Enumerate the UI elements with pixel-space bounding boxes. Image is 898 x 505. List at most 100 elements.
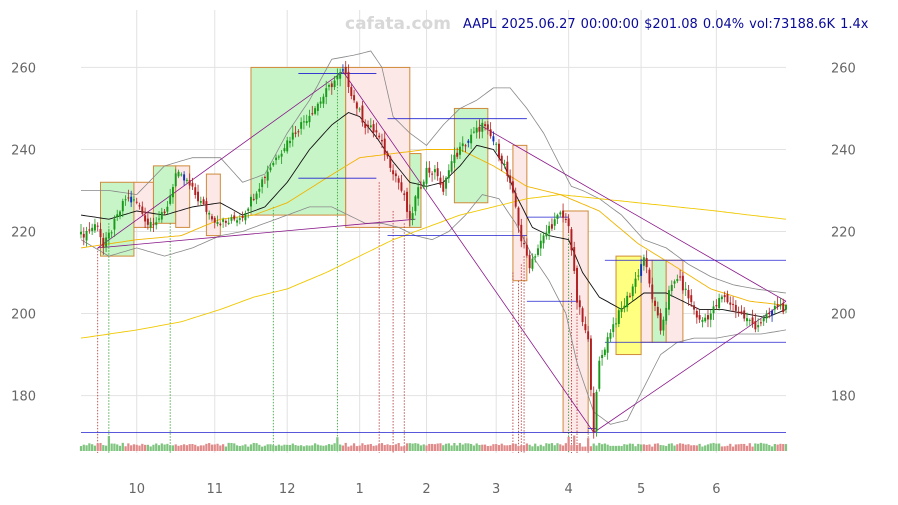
volume-bar: [570, 445, 573, 451]
y-tick-label: 240: [11, 143, 36, 158]
volume-bar: [439, 443, 442, 451]
candle-body: [592, 392, 595, 433]
volume-bar: [692, 445, 696, 451]
candle-body: [280, 153, 283, 157]
candle-body: [525, 244, 528, 256]
candle-body: [344, 66, 347, 74]
volume-bar: [701, 446, 704, 451]
candle-body: [667, 290, 670, 310]
volume-bar: [143, 444, 147, 451]
candle-body: [116, 214, 119, 217]
volume-bar: [378, 443, 381, 451]
candle-body: [743, 310, 746, 319]
signal-lines: [97, 83, 589, 453]
volume-bar: [584, 446, 587, 451]
candle-body: [620, 308, 623, 312]
volume-bar: [639, 444, 643, 451]
candle-body: [291, 132, 294, 140]
candle-body: [442, 182, 445, 192]
volume-bar: [428, 443, 431, 451]
candle-body: [319, 101, 322, 104]
candle-body: [776, 304, 779, 307]
y-tick-label: 200: [831, 308, 856, 323]
volume-bar: [163, 444, 166, 451]
volume-bar: [470, 443, 473, 451]
volume-bar: [124, 446, 127, 451]
volume-bar: [770, 446, 774, 451]
volume-bar: [347, 446, 350, 451]
candle-body: [91, 227, 94, 232]
candle-body: [110, 232, 113, 234]
volume-bar: [344, 442, 347, 451]
volume-bar: [417, 443, 420, 451]
volume-bar: [500, 443, 503, 451]
candle-body: [615, 323, 617, 325]
candle-body: [386, 152, 389, 157]
volume-bar: [575, 444, 579, 451]
volume-bar: [141, 443, 144, 451]
volume-bar: [88, 443, 91, 451]
volume-bar: [233, 443, 236, 451]
candle-body: [258, 188, 261, 192]
candle-body: [651, 284, 654, 300]
candle-body: [144, 215, 147, 222]
candle-body: [160, 212, 163, 220]
volume-bar: [712, 442, 715, 451]
volume-bar: [227, 442, 230, 451]
volume-bar: [202, 445, 205, 451]
candle-body: [553, 219, 556, 226]
volume-bar: [104, 445, 108, 451]
zone-up: [250, 66, 347, 216]
volume-bar: [653, 443, 657, 451]
volume-bar: [704, 445, 707, 451]
candle-body: [121, 200, 124, 212]
candle-body: [537, 248, 539, 255]
candle-body: [124, 199, 127, 201]
candle-body: [587, 331, 590, 340]
x-tick-label: 11: [206, 482, 223, 497]
candle-body: [598, 360, 601, 389]
symbol-label: AAPL: [463, 17, 497, 32]
volume-bar: [389, 445, 392, 451]
candle-body: [470, 134, 473, 144]
watermark: cafata.com: [345, 14, 451, 34]
candle-body: [107, 232, 110, 239]
volume-bar: [155, 443, 158, 451]
volume-bar: [464, 443, 467, 451]
candle-body: [578, 300, 581, 308]
candle-body: [216, 222, 219, 224]
volume-bar: [269, 444, 272, 451]
x-tick-label: 1: [356, 482, 364, 497]
volume-bar: [759, 442, 763, 451]
volume-bar: [339, 444, 342, 451]
volume-bar: [297, 445, 300, 451]
volume-bar: [656, 443, 659, 451]
candle-body: [589, 338, 592, 390]
candle-body: [355, 102, 358, 109]
x-tick-label: 2: [422, 482, 430, 497]
volume-bar: [127, 443, 130, 451]
y-tick-label: 240: [831, 143, 856, 158]
candle-body: [626, 295, 629, 308]
candle-body: [771, 310, 774, 316]
candle-body: [759, 322, 762, 324]
candle-body: [183, 174, 186, 181]
volume-bar: [545, 443, 548, 451]
candle-body: [375, 130, 378, 133]
candle-body: [567, 218, 570, 227]
candle-body: [662, 319, 665, 331]
volume-bar: [539, 444, 542, 451]
volume-bar: [690, 445, 693, 451]
volume-bar: [723, 446, 726, 451]
candle-body: [715, 305, 718, 307]
candle-body: [478, 126, 481, 132]
volume-bar: [614, 445, 618, 451]
volume-bar: [534, 443, 537, 451]
volume-bar: [609, 445, 612, 451]
volume-bar: [330, 444, 333, 451]
candle-body: [506, 161, 509, 176]
volume-bar: [634, 446, 637, 451]
x-axis: 10 11 12 1 2 3 4 5 6: [128, 482, 720, 497]
candle-body: [96, 225, 99, 227]
volume-bar: [305, 445, 308, 451]
